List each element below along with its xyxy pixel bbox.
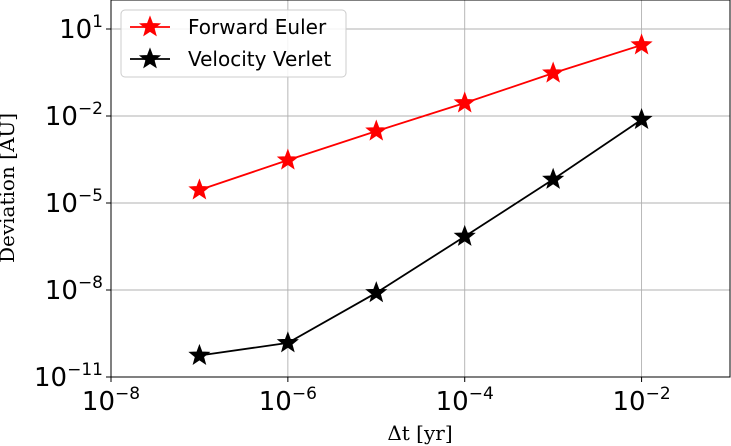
y-tick-base: 10 <box>45 189 78 219</box>
legend-label: Forward Euler <box>188 15 327 39</box>
plot-frame <box>110 0 731 378</box>
data-point <box>630 33 653 55</box>
y-tick-label: 101 <box>59 12 103 45</box>
series-0 <box>188 33 653 200</box>
x-tick-exponent: −2 <box>646 384 671 404</box>
y-tick-label: 10−11 <box>34 360 103 393</box>
legend-entry: Velocity Verlet <box>130 47 331 71</box>
x-tick-base: 10 <box>436 387 469 417</box>
series-line <box>199 118 643 357</box>
data-point <box>276 148 299 170</box>
x-tick-exponent: −4 <box>469 384 494 404</box>
x-tick-base: 10 <box>612 387 645 417</box>
data-point <box>542 167 565 189</box>
x-tick-label: 10−6 <box>259 384 317 417</box>
data-point <box>365 119 388 141</box>
y-tick-label: 10−5 <box>45 186 103 219</box>
legend-marker <box>138 47 162 69</box>
data-point <box>365 281 388 303</box>
series-line <box>199 44 642 191</box>
y-tick-base: 10 <box>45 276 78 306</box>
series-layer <box>188 33 653 365</box>
x-tick-label: 10−8 <box>82 384 140 417</box>
legend: Forward Euler Velocity Verlet <box>120 9 347 78</box>
legend-label: Velocity Verlet <box>188 47 331 71</box>
x-tick-label: 10−2 <box>612 384 670 417</box>
y-tick-exponent: −8 <box>78 273 103 293</box>
y-tick-base: 10 <box>45 102 78 132</box>
x-tick-label: 10−4 <box>436 384 494 417</box>
x-axis-label: Δt [yr] <box>387 421 452 445</box>
y-tick-exponent: 1 <box>92 12 103 32</box>
data-point <box>630 107 653 130</box>
y-tick-label: 10−8 <box>45 273 103 306</box>
data-point <box>188 343 211 365</box>
x-tick-exponent: −6 <box>292 384 317 404</box>
data-point <box>276 331 299 353</box>
data-point <box>188 178 211 200</box>
y-tick-label: 10−2 <box>45 99 103 132</box>
x-tick-base: 10 <box>82 387 115 417</box>
y-tick-exponent: −5 <box>78 186 103 206</box>
y-tick-base: 10 <box>59 15 92 45</box>
legend-box <box>120 9 347 78</box>
series-1 <box>188 107 653 365</box>
data-point <box>453 224 476 246</box>
data-point <box>542 61 565 83</box>
x-tick-exponent: −8 <box>115 384 140 404</box>
legend-marker <box>138 15 162 37</box>
y-tick-exponent: −11 <box>67 360 103 380</box>
x-tick-base: 10 <box>259 387 292 417</box>
y-axis-label: Deviation [AU] <box>0 113 19 263</box>
y-tick-base: 10 <box>34 363 67 393</box>
y-tick-exponent: −2 <box>78 99 103 119</box>
legend-entry: Forward Euler <box>130 15 327 39</box>
data-point <box>453 91 476 113</box>
